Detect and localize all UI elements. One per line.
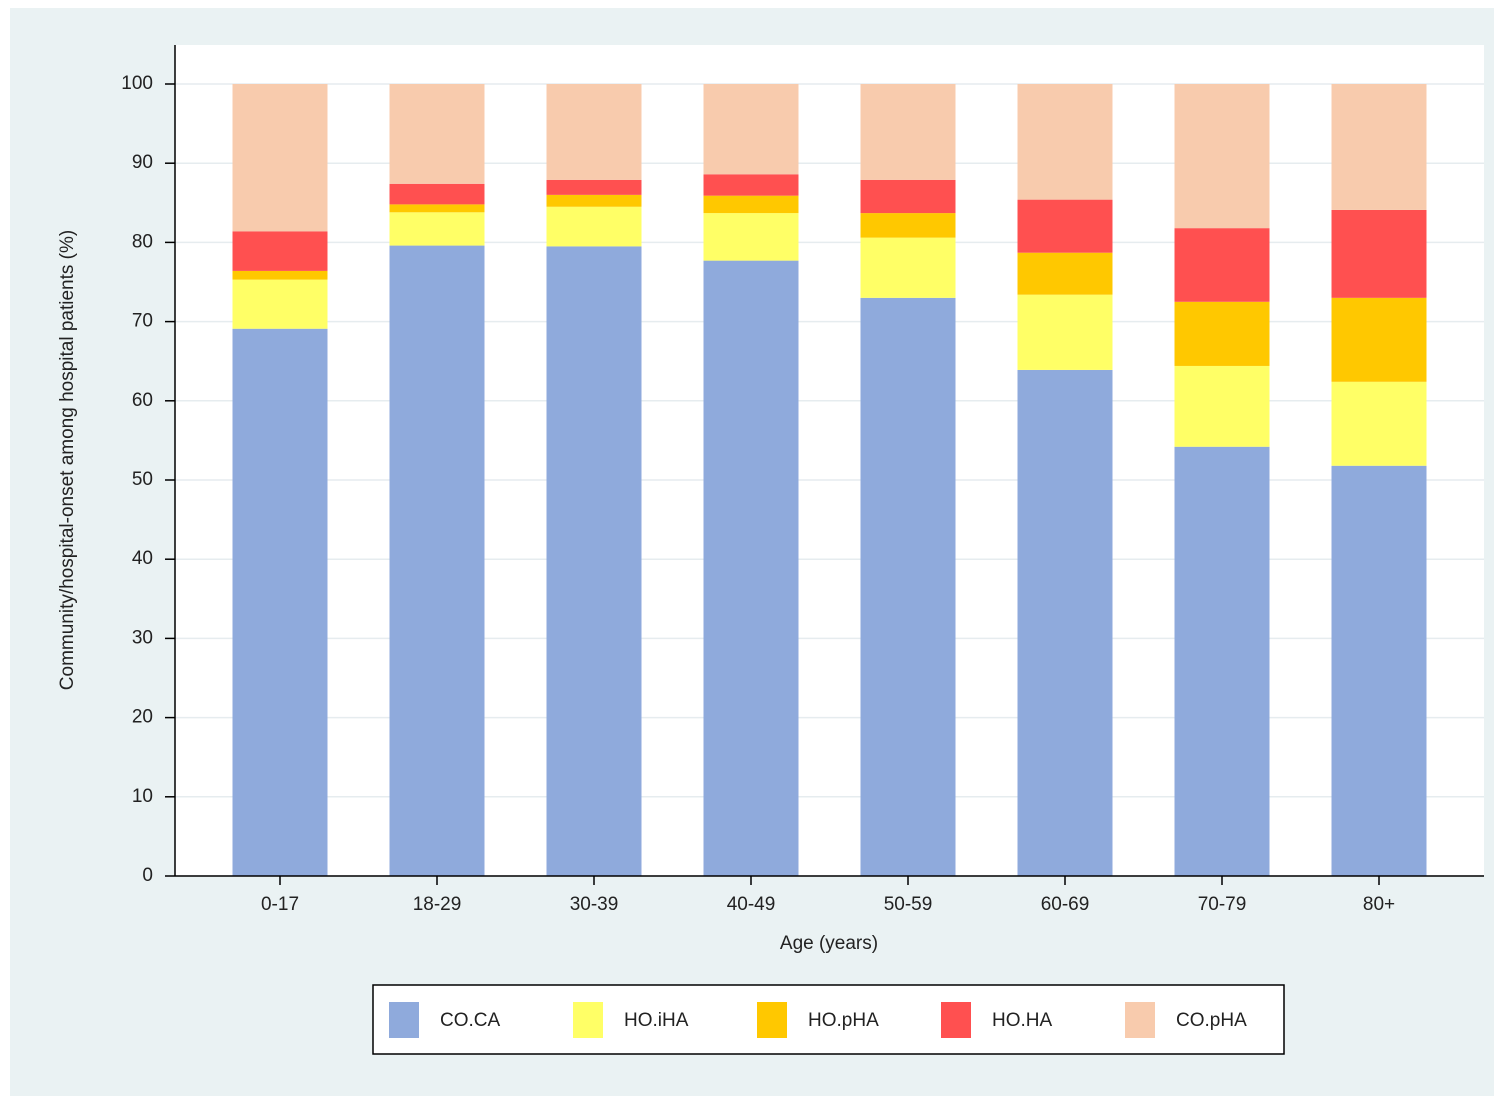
bar-segment: [1331, 297, 1427, 382]
bar-segment: [1017, 252, 1113, 295]
y-tick-label: 0: [142, 865, 153, 886]
y-tick-label: 90: [132, 152, 153, 173]
bar-segment: [1174, 301, 1270, 366]
legend-swatch: [573, 1002, 603, 1038]
y-tick-label: 10: [132, 786, 153, 807]
x-tick-label: 60-69: [1041, 894, 1090, 915]
bar-segment: [1174, 84, 1270, 229]
bar-segment: [389, 204, 485, 213]
legend-swatch: [757, 1002, 787, 1038]
x-tick-label: 50-59: [884, 894, 933, 915]
bar-segment: [232, 231, 328, 271]
bar-segment: [389, 183, 485, 205]
bar-segment: [1174, 446, 1270, 876]
plot-area: [175, 45, 1484, 876]
y-tick-label: 100: [121, 73, 153, 94]
legend-swatch: [941, 1002, 971, 1038]
legend-label: HO.HA: [992, 1010, 1053, 1031]
x-tick-label: 30-39: [570, 894, 619, 915]
bar-segment: [1174, 365, 1270, 447]
bar-segment: [860, 179, 956, 214]
bar-segment: [860, 237, 956, 298]
bar-segment: [546, 194, 642, 207]
bar-segment: [232, 270, 328, 280]
y-tick-label: 20: [132, 707, 153, 728]
bar-segment: [1017, 369, 1113, 876]
legend-swatch: [1125, 1002, 1155, 1038]
legend-label: CO.pHA: [1176, 1010, 1247, 1031]
bar-segment: [1331, 465, 1427, 876]
y-tick-label: 60: [132, 390, 153, 411]
y-tick-label: 80: [132, 231, 153, 252]
bar-segment: [546, 179, 642, 195]
legend-swatch: [389, 1002, 419, 1038]
bar-segment: [389, 84, 485, 184]
bar-segment: [546, 84, 642, 180]
bar-segment: [1017, 84, 1113, 200]
x-tick-label: 80+: [1363, 894, 1395, 915]
y-tick-label: 40: [132, 548, 153, 569]
bar-segment: [703, 213, 799, 261]
bar-segment: [703, 260, 799, 877]
bar-segment: [1017, 294, 1113, 370]
y-tick-label: 50: [132, 469, 153, 490]
y-axis-label: Community/hospital-onset among hospital …: [57, 230, 78, 690]
x-tick-label: 40-49: [727, 894, 776, 915]
bar-segment: [1331, 84, 1427, 210]
bar-segment: [860, 297, 956, 877]
legend-label: HO.pHA: [808, 1010, 879, 1031]
legend-label: CO.CA: [440, 1010, 501, 1031]
y-tick-label: 70: [132, 311, 153, 332]
y-tick-label: 30: [132, 627, 153, 648]
bar-segment: [389, 245, 485, 876]
bar-segment: [703, 84, 799, 175]
bar-segment: [389, 212, 485, 246]
bar-segment: [1174, 228, 1270, 302]
x-tick-label: 18-29: [413, 894, 462, 915]
bar-segment: [1017, 199, 1113, 253]
x-tick-label: 0-17: [261, 894, 299, 915]
x-axis-label: Age (years): [780, 933, 878, 954]
bar-segment: [1331, 209, 1427, 298]
bar-segment: [860, 84, 956, 180]
bar-segment: [232, 84, 328, 232]
legend-label: HO.iHA: [624, 1010, 689, 1031]
bar-segment: [232, 328, 328, 876]
x-tick-label: 70-79: [1198, 894, 1247, 915]
bar-segment: [1331, 381, 1427, 466]
bar-segment: [546, 246, 642, 877]
bar-segment: [703, 174, 799, 196]
bar-segment: [703, 195, 799, 214]
bar-segment: [546, 206, 642, 247]
bar-segment: [232, 279, 328, 329]
bar-segment: [860, 213, 956, 238]
